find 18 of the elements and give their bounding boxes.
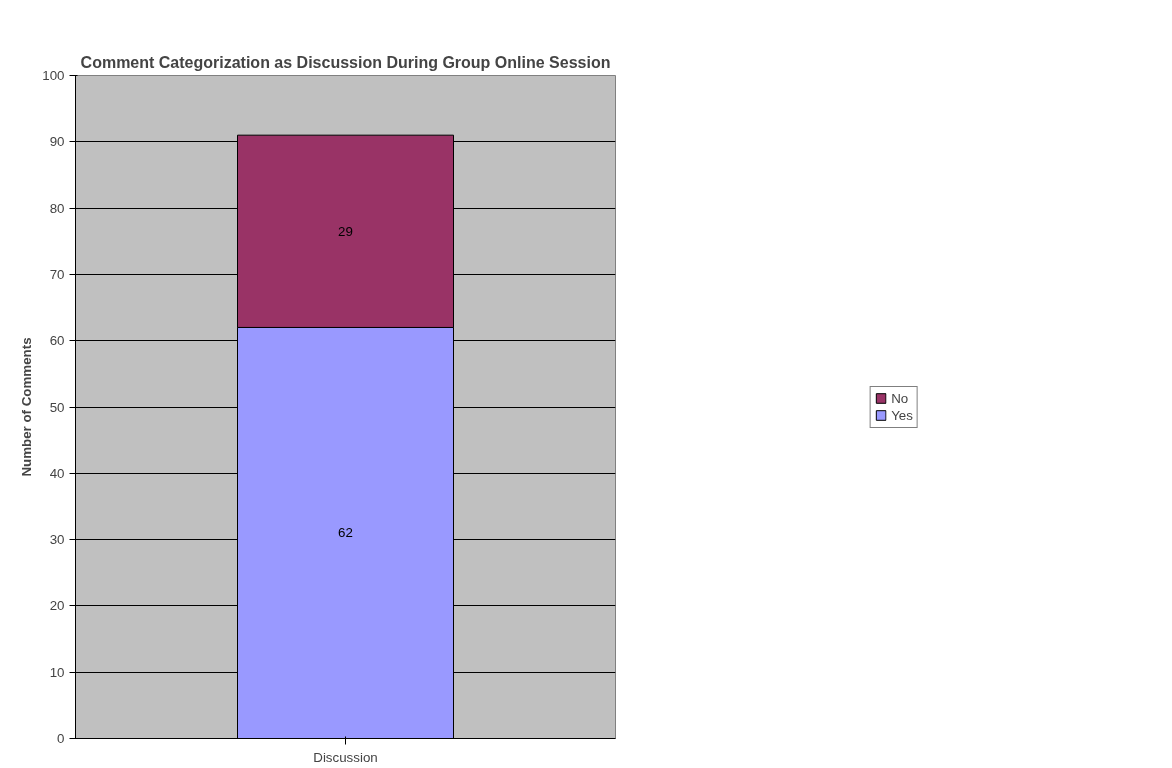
data-label: 62 bbox=[338, 525, 353, 541]
y-tick-label: 40 bbox=[49, 465, 65, 481]
y-tick-label: 100 bbox=[42, 68, 65, 83]
y-axis-title: Number of Comments bbox=[19, 337, 35, 477]
y-tick-label: 50 bbox=[49, 399, 65, 415]
y-tick-label: 10 bbox=[49, 664, 65, 680]
y-tick-label: 80 bbox=[49, 200, 65, 216]
y-tick-label: 70 bbox=[49, 266, 65, 282]
y-tick-label: 90 bbox=[49, 134, 65, 150]
y-tick-label: 20 bbox=[49, 598, 65, 614]
y-tick-label: 0 bbox=[57, 731, 65, 746]
y-tick-label: 60 bbox=[49, 333, 65, 349]
data-label: 29 bbox=[338, 223, 353, 239]
legend-label: No bbox=[891, 390, 910, 406]
chart-title: Comment Categorization as Discussion During Group Online Session bbox=[80, 53, 611, 71]
x-tick-label: Discussion bbox=[313, 749, 378, 765]
legend-label: Yes bbox=[891, 407, 913, 423]
y-tick-label: 30 bbox=[49, 532, 65, 548]
